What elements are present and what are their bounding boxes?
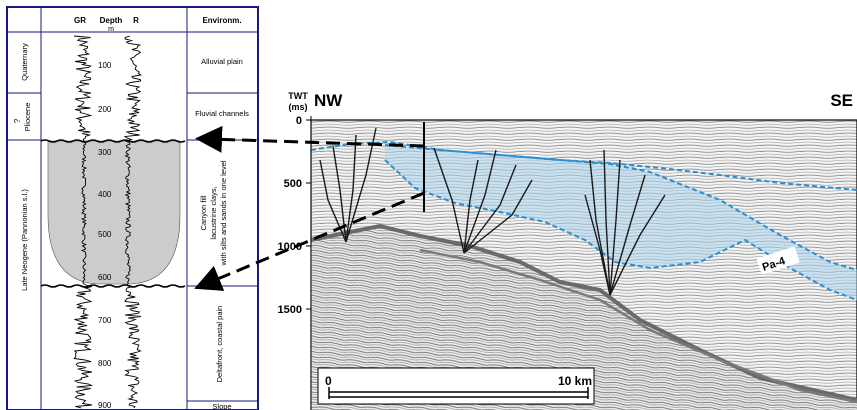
scale-bar: 0 10 km — [317, 367, 595, 405]
env-canyon-fill-line3: with silts and sands in one level — [219, 160, 228, 266]
resistivity-log-curve — [123, 35, 143, 409]
unconformity-base — [40, 284, 186, 288]
basement-reflectors — [311, 226, 857, 410]
depth-tick-label: 200 — [98, 105, 112, 114]
depth-header: Depth — [100, 16, 123, 25]
twt-tick-label: 500 — [284, 178, 302, 190]
depth-tick-label: 500 — [98, 230, 112, 239]
twt-axis-label-line2: (ms) — [288, 102, 307, 112]
age-pliocene-query: ? — [13, 118, 22, 123]
arrow-top-unconformity — [195, 125, 425, 153]
age-pliocene: Pliocene — [23, 103, 32, 132]
twt-axis-label-line1: TWT — [288, 91, 308, 101]
env-canyon-fill-line1: Canyon fill — [199, 195, 208, 230]
env-slope: Slope — [212, 402, 231, 410]
arrow-base-unconformity — [194, 191, 425, 291]
twt-tick-label: 1500 — [278, 304, 302, 316]
env-deltafront: Deltafront, coastal pain — [215, 306, 224, 383]
horizon-pa-4 — [384, 159, 857, 301]
environment-header: Environm. — [202, 16, 241, 25]
depth-tick-label: 800 — [98, 359, 112, 368]
depth-unit: m — [108, 26, 114, 33]
seismic-section: TWT (ms) NW SE — [262, 91, 857, 410]
twt-tick-label: 0 — [296, 115, 302, 127]
env-canyon-fill-line2: lacustrine clays, — [209, 186, 218, 239]
env-fluvial-channels: Fluvial channels — [195, 109, 249, 118]
depth-tick-label: 300 — [98, 148, 112, 157]
canyon-fill-area — [385, 145, 857, 300]
age-quaternary: Quaternary — [20, 43, 29, 81]
canyon-fill-shape — [47, 140, 181, 285]
gr-header: GR — [74, 16, 86, 25]
log-curves — [73, 35, 143, 409]
unconformity-top — [40, 139, 186, 143]
scale-bar-end: 10 km — [558, 374, 592, 388]
nw-direction-label: NW — [314, 91, 343, 110]
fault-set-east — [584, 149, 666, 296]
twt-axis-mask — [262, 114, 310, 410]
depth-tick-label: 400 — [98, 190, 112, 199]
depth-tick-label: 100 — [98, 61, 112, 70]
correlation-arrows — [194, 125, 425, 291]
env-alluvial-plain: Alluvial plain — [201, 57, 243, 66]
age-late-neogene: Late Neogene (Pannonian s.l.) — [20, 189, 29, 291]
depth-tick-label: 900 — [98, 401, 112, 410]
depth-tick-label: 700 — [98, 316, 112, 325]
well-log-panel: GR Depth m R Environm. Quaternary Plioce… — [6, 6, 259, 410]
gr-log-curve — [73, 35, 94, 409]
basement-horizon-lower — [419, 248, 857, 404]
r-header: R — [133, 16, 139, 25]
fault-set-central — [433, 147, 533, 254]
se-direction-label: SE — [830, 91, 853, 110]
depth-tick-label: 600 — [98, 273, 112, 282]
scale-bar-start: 0 — [325, 374, 332, 388]
horizon-top — [310, 140, 857, 191]
